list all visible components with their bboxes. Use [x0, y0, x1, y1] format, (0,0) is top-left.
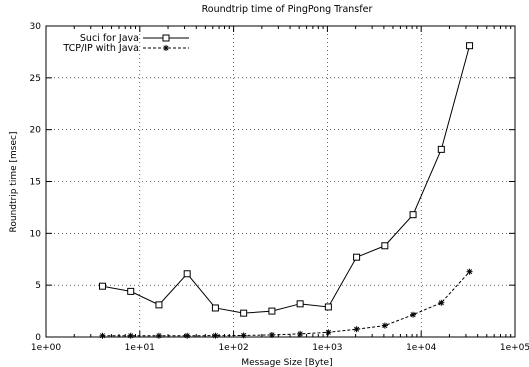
data-point-square	[240, 309, 248, 317]
data-point-square	[183, 270, 191, 278]
y-tick-label: 5	[35, 281, 41, 291]
data-point-asterisk	[297, 330, 304, 337]
y-tick-label: 10	[30, 229, 42, 239]
data-point-square	[437, 145, 445, 153]
data-point-asterisk	[268, 331, 275, 338]
data-point-asterisk	[184, 332, 191, 339]
data-point-asterisk	[353, 326, 360, 333]
data-point-square	[155, 301, 163, 309]
data-point-square	[127, 287, 135, 295]
y-tick-label: 20	[30, 126, 42, 136]
data-point-asterisk	[438, 299, 445, 306]
y-axis-ticks: 0 5 10 15 20 25 30	[30, 22, 515, 343]
data-point-asterisk	[240, 332, 247, 339]
x-axis-label: Message Size [Byte]	[241, 358, 332, 367]
x-tick-label: 1e+03	[312, 343, 342, 353]
chart-title: Roundtrip time of PingPong Transfer	[202, 4, 373, 15]
data-point-square	[324, 303, 332, 311]
data-point-square	[211, 304, 219, 312]
series-line	[102, 271, 470, 337]
legend-marker-suci	[162, 34, 170, 42]
data-point-square	[98, 282, 106, 290]
x-tick-label: 1e+00	[31, 343, 62, 353]
grid-lines	[46, 26, 515, 337]
legend-label-tcpip: TCP/IP with Java	[62, 43, 139, 54]
data-point-square	[268, 307, 276, 315]
x-tick-label: 1e+04	[406, 343, 437, 353]
data-point-asterisk	[127, 332, 134, 339]
y-tick-label: 15	[30, 178, 41, 188]
data-point-square	[296, 300, 304, 308]
data-point-asterisk	[381, 322, 388, 329]
legend: Suci for Java TCP/IP with Java	[62, 33, 189, 54]
series-layer	[98, 42, 474, 339]
y-tick-label: 30	[30, 22, 42, 32]
data-point-asterisk	[99, 332, 106, 339]
data-point-asterisk	[155, 332, 162, 339]
x-axis-ticks: 1e+00 1e+01 1e+02 1e+03 1e+04 1e+05	[31, 26, 529, 353]
y-tick-label: 0	[35, 333, 41, 343]
x-tick-label: 1e+02	[218, 343, 248, 353]
data-point-square	[353, 253, 361, 261]
series-line	[102, 45, 471, 314]
data-point-asterisk	[212, 332, 219, 339]
y-tick-label: 25	[30, 74, 41, 84]
x-tick-label: 1e+01	[125, 343, 155, 353]
y-axis-label: Roundtrip time [msec]	[9, 132, 19, 233]
legend-label-suci: Suci for Java	[80, 33, 139, 44]
series-suci-for-java	[98, 42, 474, 317]
data-point-asterisk	[410, 311, 417, 318]
data-point-square	[409, 211, 417, 219]
data-point-asterisk	[466, 268, 473, 275]
x-tick-label: 1e+05	[500, 343, 529, 353]
data-point-square	[381, 242, 389, 250]
series-tcpip-with-java	[99, 268, 473, 339]
plot-area-frame	[45, 25, 516, 338]
data-point-square	[466, 42, 474, 50]
data-point-asterisk	[325, 329, 332, 336]
legend-marker-tcpip	[163, 45, 169, 51]
